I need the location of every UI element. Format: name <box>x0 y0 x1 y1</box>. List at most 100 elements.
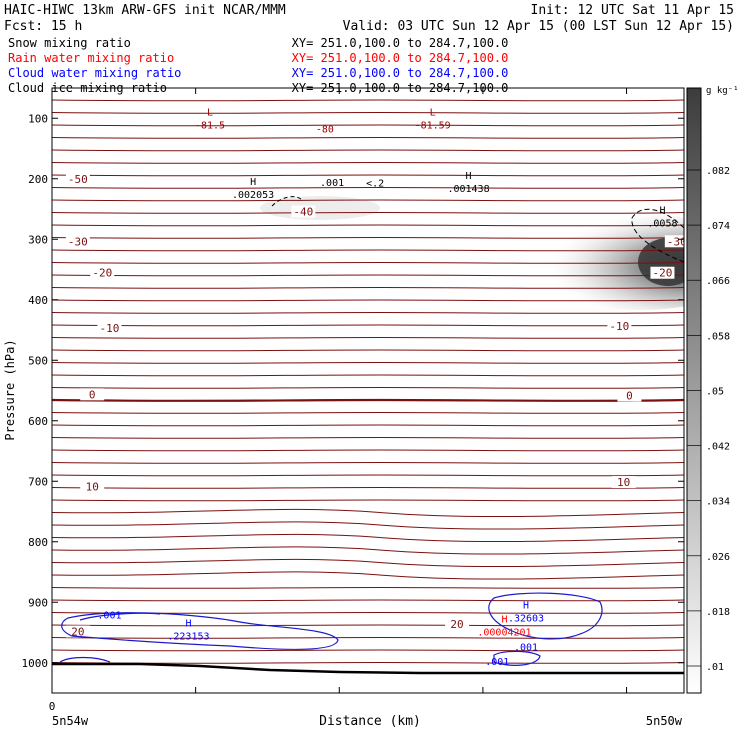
y-axis-label: Pressure (hPa) <box>3 339 17 440</box>
isotherm-label: -40 <box>293 206 313 219</box>
isotherm-label-bg <box>97 321 122 334</box>
isotherm-line <box>52 474 684 477</box>
extremum-value: .00004201 <box>477 627 531 638</box>
isotherm-label-bg <box>65 235 90 248</box>
isotherm-line <box>52 499 684 502</box>
isotherm-line <box>52 236 684 239</box>
y-tick-label: 700 <box>28 475 48 488</box>
isotherm-line <box>52 186 684 189</box>
extremum-value: .002053 <box>232 190 274 201</box>
isotherm-label: -30 <box>667 235 687 248</box>
header-init: Init: 12 UTC Sat 11 Apr 15 <box>531 3 735 18</box>
isotherm-line <box>52 521 684 530</box>
y-tick-label: 800 <box>28 536 48 549</box>
isotherm-line <box>52 558 684 568</box>
y-tick-label: 100 <box>28 112 48 125</box>
extremum-marker: L <box>207 107 213 118</box>
isotherm-line <box>52 124 684 127</box>
isotherm-line <box>52 211 684 214</box>
extremum-marker: H <box>466 171 472 182</box>
colorbar-tick-label: .042 <box>706 442 730 453</box>
isotherm-line <box>52 436 684 439</box>
extremum-value: -81.5 <box>195 120 225 131</box>
isotherm-label: -10 <box>609 320 629 333</box>
isotherm-line <box>52 546 684 555</box>
cloud-water-contour-left-small <box>79 612 161 621</box>
isotherm-line <box>52 508 684 518</box>
isotherm-label: -30 <box>68 235 88 248</box>
y-tick-label: 1000 <box>22 657 49 670</box>
isotherm-label-bg <box>650 266 675 279</box>
y-tick-label: 500 <box>28 354 48 367</box>
isotherm-line <box>52 424 684 427</box>
isotherm-line <box>52 599 684 602</box>
colorbar-tick-label: .058 <box>706 331 730 342</box>
isotherm-label-bg <box>65 625 90 638</box>
extrema-labels: L -81.5 L -81.59 -80 H .002053 H .001438 H .0058 H.… <box>97 107 677 668</box>
field-name: Snow mixing ratio <box>8 36 131 50</box>
cloud-water-contour-right-small <box>493 650 541 666</box>
extremum-marker: H <box>250 177 256 188</box>
isotherm-line <box>52 649 684 652</box>
isotherm-label-bg <box>664 235 684 248</box>
field-xy: XY= 251.0,100.0 to 284.7,100.0 <box>292 36 509 50</box>
isotherm-label-bg <box>80 480 105 493</box>
isotherm-line <box>52 274 684 277</box>
x-axis-right-location: 5n50w <box>646 714 683 728</box>
isotherm-line <box>52 286 684 289</box>
isotherm-label-bg <box>611 476 636 489</box>
colorbar-tick-label: .05 <box>706 386 724 397</box>
cloud-water-contour-left <box>61 612 339 650</box>
x-axis-left-location: 5n54w <box>52 714 89 728</box>
snow-shading-faint <box>260 196 380 220</box>
colorbar: g kg⁻¹ .01 .018 .026 .034 .042 .05 .058 .066 .07… <box>686 86 739 694</box>
contour-label: .001 <box>97 610 121 621</box>
isotherm-line <box>52 374 684 377</box>
colorbar-tick-label: .074 <box>706 221 730 232</box>
cloud-water-contour-bottom-left <box>59 656 111 663</box>
isotherm-line <box>52 586 684 589</box>
isotherm-line-zero <box>52 398 684 402</box>
header-title: HAIC-HIWC 13km ARW-GFS init NCAR/MMM <box>4 3 286 18</box>
extremum-value: .0058 <box>647 218 677 229</box>
x-axis-label: Distance (km) <box>319 714 421 729</box>
isotherm-label: 0 <box>626 390 633 403</box>
isotherm-line <box>52 249 684 252</box>
extremum-marker: H <box>185 619 191 630</box>
extremum-value: -81.59 <box>415 120 451 131</box>
isotherm-label: -10 <box>100 322 120 335</box>
colorbar-ticks: .01 .018 .026 .034 .042 .05 .058 .066 .074 .082 <box>687 166 730 673</box>
isotherm-line <box>52 311 684 314</box>
isotherm-line <box>52 99 684 102</box>
isotherm-line <box>52 111 684 114</box>
colorbar-tick-label: .066 <box>706 276 730 287</box>
isotherm-line <box>52 199 684 202</box>
isotherm-label: -20 <box>653 267 673 280</box>
isotherm-label: 10 <box>617 476 630 489</box>
isotherm-line <box>52 411 684 414</box>
isotherm-line <box>52 571 684 580</box>
ice-contour-dashed <box>631 208 684 263</box>
extremum-marker: L <box>430 107 436 118</box>
isotherm-line <box>52 224 684 227</box>
isotherm-line <box>52 336 684 339</box>
isotherm-line <box>52 611 684 614</box>
isotherm-line <box>52 149 684 152</box>
isotherm-line <box>52 461 684 464</box>
y-tick-label: 900 <box>28 596 48 609</box>
y-tick-label: 400 <box>28 294 48 307</box>
snow-contour-small <box>271 196 303 207</box>
colorbar-tick-label: .034 <box>706 497 730 508</box>
isotherm-line <box>52 136 684 139</box>
isotherm-line <box>52 299 684 302</box>
isotherm-label: 0 <box>89 388 96 401</box>
isotherm-label: 20 <box>450 618 463 631</box>
x-axis-zero-label: 0 <box>49 700 56 713</box>
y-tick-label: 300 <box>28 233 48 246</box>
isotherm-line <box>52 349 684 352</box>
isotherm-line <box>52 624 684 627</box>
cloud-water-contour-right <box>488 592 603 640</box>
extremum-value: .223153 <box>167 632 209 643</box>
